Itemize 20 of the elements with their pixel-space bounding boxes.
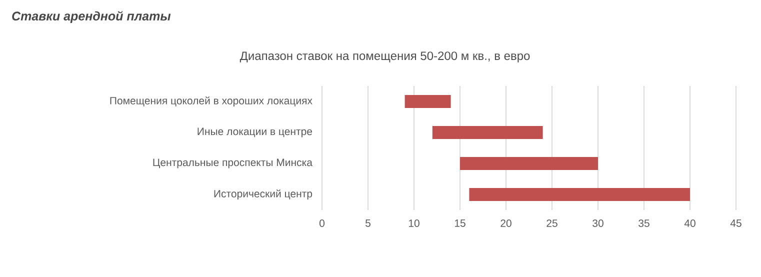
text: Ставки арендной платы	[12, 11, 171, 23]
y-tick-label: Центральные проспекты Минска	[153, 158, 312, 168]
bar	[460, 156, 598, 170]
x-tick-label: 40	[684, 220, 696, 227]
y-tick-label: Исторический центр	[214, 190, 312, 200]
x-tick-label: 30	[592, 220, 604, 227]
x-tick-label: 45	[730, 220, 742, 227]
y-tick-label: Помещения цоколей в хороших локациях	[110, 96, 312, 106]
x-tick-label: 20	[500, 220, 512, 227]
x-tick-label: 0	[319, 220, 325, 227]
x-tick-label: 25	[546, 220, 558, 227]
y-tick-label: Иные локации в центре	[198, 128, 312, 138]
x-tick-label: 10	[408, 220, 420, 227]
x-tick-label: 35	[638, 220, 650, 227]
chart-subtitle: Диапазон ставок на помещения 50-200 м кв., в евро	[240, 52, 530, 62]
bar	[469, 188, 690, 202]
x-tick-label: 5	[366, 220, 370, 227]
bar	[432, 126, 543, 140]
bar	[404, 94, 451, 108]
x-tick-label: 15	[454, 220, 466, 227]
